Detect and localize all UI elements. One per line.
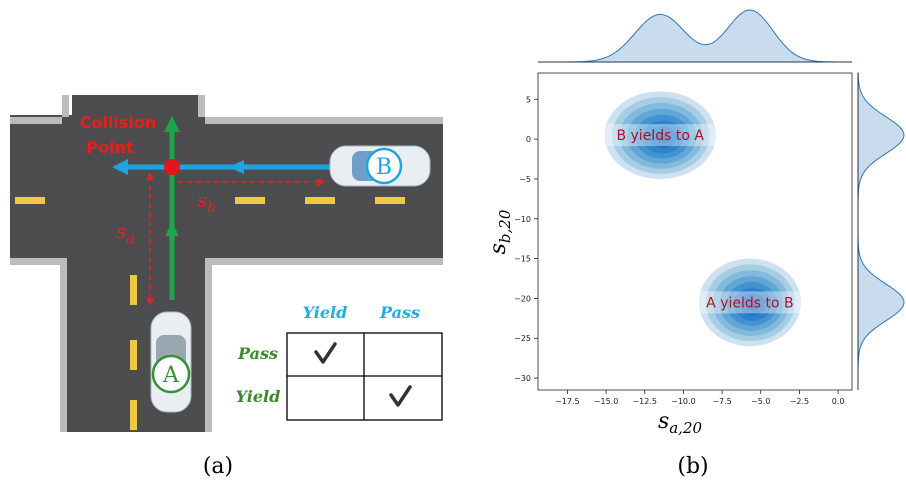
curb — [10, 117, 62, 124]
column-header: Yield — [303, 303, 348, 322]
label-sub: b — [207, 200, 216, 216]
car-b: B — [330, 146, 430, 186]
car-a: A — [151, 312, 191, 412]
collision-label: Point — [86, 138, 134, 157]
label-sub: b,20 — [496, 209, 514, 243]
y-tick-label: 0 — [526, 135, 531, 144]
curb — [205, 258, 212, 432]
y-tick-label: −30 — [514, 374, 531, 383]
x-tick-label: −5.0 — [751, 397, 770, 406]
x-tick-label: −10.0 — [671, 397, 696, 406]
curb — [60, 258, 67, 432]
y-axis-label: sb,20 — [486, 209, 514, 254]
label-base: s — [116, 219, 126, 243]
figure: Collision Point sa sb B A (a) (b) YieldP… — [0, 0, 906, 481]
corner — [10, 95, 62, 115]
road-scene: Collision Point sa sb B A — [10, 95, 443, 432]
curb — [205, 258, 443, 265]
caption: (b) — [677, 454, 708, 479]
collision-point — [164, 159, 180, 175]
x-tick-label: −17.5 — [555, 397, 580, 406]
label-sub: a — [126, 231, 134, 247]
y-tick-label: −25 — [514, 334, 531, 343]
x-tick-label: −15.0 — [594, 397, 619, 406]
label-base: s — [197, 188, 207, 212]
x-tick-label: 0.0 — [832, 397, 845, 406]
y-tick-label: −5 — [519, 175, 531, 184]
collision-label: Collision — [80, 113, 157, 132]
car-label: B — [376, 155, 392, 180]
marginal-x — [538, 10, 852, 62]
corner — [205, 95, 443, 117]
y-tick-label: −10 — [514, 215, 531, 224]
x-tick-label: −7.5 — [712, 397, 731, 406]
corner — [10, 265, 60, 432]
marginal-y — [858, 73, 904, 390]
label-base: s — [658, 409, 669, 434]
x-tick-label: −2.5 — [790, 397, 809, 406]
label-sub: a,20 — [669, 419, 702, 437]
curb — [62, 95, 69, 117]
x-tick-label: −12.5 — [632, 397, 657, 406]
label-base: s — [486, 243, 511, 254]
curb — [198, 95, 205, 117]
curb — [10, 258, 60, 265]
y-tick-label: 5 — [526, 95, 531, 104]
y-tick-label: −15 — [514, 255, 531, 264]
cluster-label: A yields to B — [706, 295, 793, 311]
column-header: Pass — [379, 303, 420, 322]
x-axis-label: sa,20 — [658, 409, 703, 437]
cluster-label: B yields to A — [616, 128, 704, 144]
curb — [205, 117, 443, 124]
row-header: Yield — [236, 387, 281, 406]
car-label: A — [162, 363, 180, 388]
y-tick-label: −20 — [514, 294, 531, 303]
row-header: Pass — [237, 344, 278, 363]
caption: (a) — [203, 454, 233, 479]
